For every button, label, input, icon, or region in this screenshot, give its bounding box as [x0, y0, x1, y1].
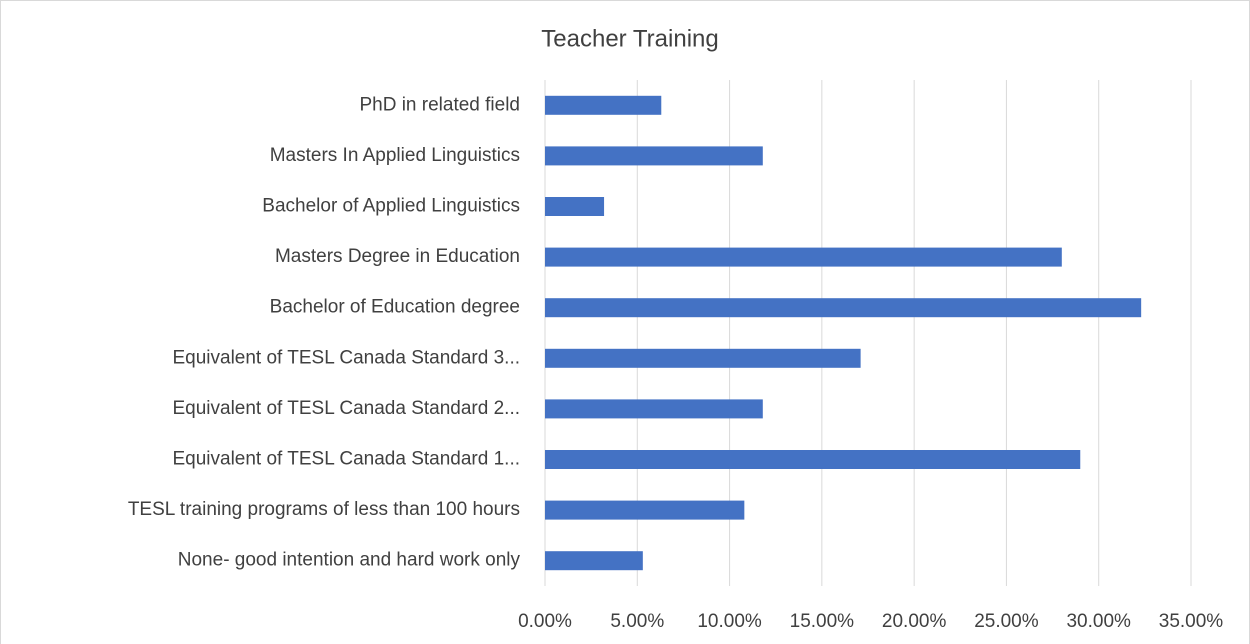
y-tick-label: None- good intention and hard work only — [178, 550, 521, 571]
x-tick-label: 20.00% — [882, 611, 947, 632]
bar — [545, 551, 643, 571]
x-tick-label: 15.00% — [790, 611, 855, 632]
bar — [545, 348, 861, 368]
y-tick-label: Masters Degree in Education — [275, 246, 520, 267]
y-tick-label: PhD in related field — [359, 94, 520, 115]
y-tick-label: Bachelor of Applied Linguistics — [262, 196, 520, 217]
y-tick-label: Equivalent of TESL Canada Standard 3... — [172, 347, 520, 368]
bar — [545, 399, 763, 419]
y-tick-label: Equivalent of TESL Canada Standard 2... — [172, 398, 520, 419]
bar — [545, 450, 1081, 469]
bar — [545, 95, 662, 115]
y-tick-label: Equivalent of TESL Canada Standard 1... — [172, 449, 520, 470]
bar — [545, 298, 1142, 318]
x-tick-label: 30.00% — [1066, 611, 1131, 632]
y-tick-label: Bachelor of Education degree — [270, 297, 520, 318]
bar — [545, 146, 763, 166]
x-tick-label: 5.00% — [610, 611, 664, 632]
y-tick-label: TESL training programs of less than 100 … — [128, 499, 520, 520]
chart-title: Teacher Training — [541, 25, 718, 52]
x-tick-label: 25.00% — [974, 611, 1039, 632]
x-tick-label: 10.00% — [697, 611, 762, 632]
bar — [545, 197, 605, 216]
bar — [545, 247, 1062, 267]
x-tick-label: 35.00% — [1159, 611, 1224, 632]
y-tick-label: Masters In Applied Linguistics — [270, 145, 520, 166]
x-tick-label: 0.00% — [518, 611, 572, 632]
bar — [545, 500, 745, 520]
